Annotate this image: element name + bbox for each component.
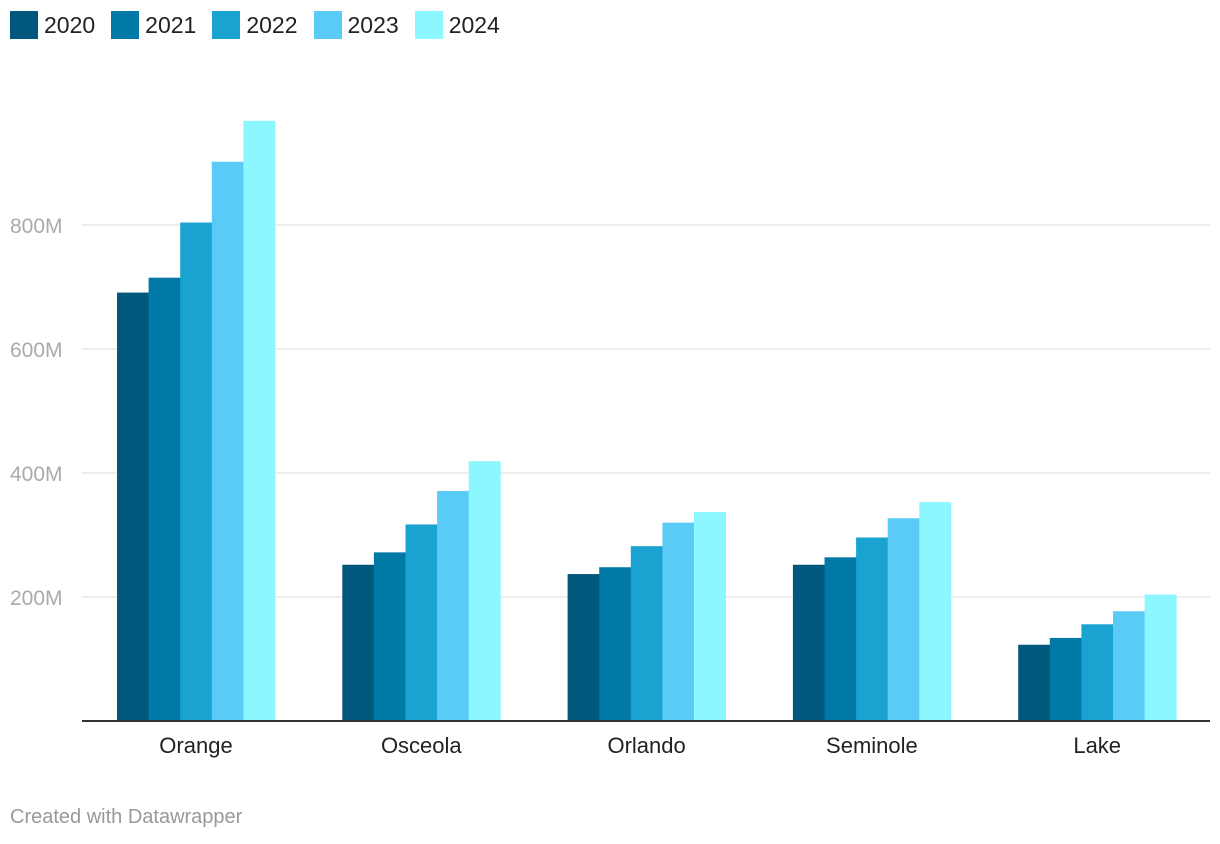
legend-item-2021: 2021 <box>111 11 196 39</box>
bar-lake-2021 <box>1049 637 1082 721</box>
bar-osceola-2023 <box>437 490 470 721</box>
bar-lake-2024 <box>1144 594 1177 721</box>
legend-swatch-2024 <box>414 11 443 39</box>
bar-orlando-2020 <box>567 574 600 721</box>
bar-seminole-2020 <box>792 564 825 721</box>
bar-lake-2023 <box>1113 611 1145 721</box>
legend-swatch-2020 <box>10 11 38 39</box>
legend-item-2022: 2022 <box>212 11 298 39</box>
bar-seminole-2022 <box>856 537 889 721</box>
bar-osceola-2024 <box>468 461 501 721</box>
bar-seminole-2024 <box>919 502 952 721</box>
bar-orange-2023 <box>211 161 244 721</box>
bar-orange-2022 <box>180 222 213 721</box>
legend-label-2022: 2022 <box>246 11 298 38</box>
y-tick-label: 800M <box>10 215 63 238</box>
bar-orlando-2022 <box>630 546 663 721</box>
bar-orlando-2023 <box>662 522 695 721</box>
legend-swatch-2021 <box>111 11 140 39</box>
legend-swatch-2023 <box>313 11 342 39</box>
y-tick-label: 600M <box>10 339 63 362</box>
bar-osceola-2022 <box>405 524 438 721</box>
y-tick-label: 400M <box>10 463 63 486</box>
bar-orange-2021 <box>148 277 181 721</box>
x-category-label: Lake <box>1073 733 1121 758</box>
legend-item-2023: 2023 <box>313 11 399 39</box>
bar-orange-2024 <box>243 120 276 722</box>
legend-label-2020: 2020 <box>44 11 96 38</box>
bar-osceola-2020 <box>342 564 375 721</box>
bar-lake-2020 <box>1018 644 1051 721</box>
bar-osceola-2021 <box>373 552 406 721</box>
x-category-label: Osceola <box>381 733 462 758</box>
bar-orlando-2024 <box>694 512 726 721</box>
x-category-label: Orange <box>159 733 232 758</box>
x-category-label: Orlando <box>607 733 685 758</box>
bar-seminole-2023 <box>887 518 920 721</box>
legend-label-2023: 2023 <box>347 11 399 38</box>
bar-orlando-2021 <box>599 567 632 721</box>
x-category-label: Seminole <box>826 733 918 758</box>
legend-label-2021: 2021 <box>145 11 197 38</box>
legend-item-2020: 2020 <box>10 11 95 39</box>
footer-credit: Created with Datawrapper <box>10 806 243 828</box>
legend: 2020 2021 2022 2023 2024 <box>10 11 516 39</box>
bar-orange-2020 <box>117 292 149 721</box>
legend-swatch-2022 <box>212 11 241 39</box>
bar-seminole-2021 <box>824 557 857 721</box>
legend-item-2024: 2024 <box>414 11 500 39</box>
legend-label-2024: 2024 <box>448 11 500 38</box>
bar-lake-2022 <box>1081 624 1114 721</box>
y-tick-label: 200M <box>10 587 63 610</box>
